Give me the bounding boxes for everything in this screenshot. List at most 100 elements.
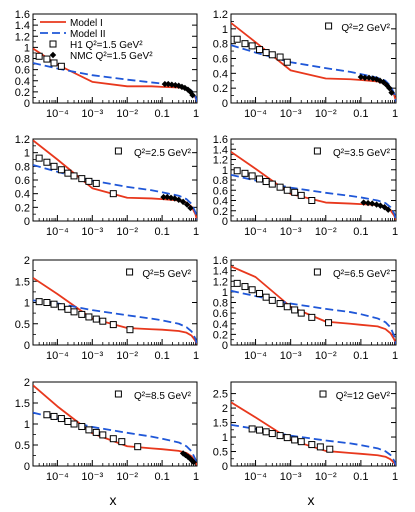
chart-panel-5: 0 0.5 1 1.5 2 10⁻⁴ 10⁻³ 10⁻² 0.1 1 Q²=5 GeV² <box>15 255 199 362</box>
h1-data-point <box>276 432 284 440</box>
y-tick-label: 0.2 <box>213 206 228 218</box>
h1-data-point <box>326 445 334 453</box>
h1-data-point <box>70 420 78 428</box>
y-tick-label: 0 <box>24 461 30 473</box>
h1-data-point <box>78 175 86 183</box>
h1-data-point <box>291 436 299 444</box>
x-tick-label: 0.1 <box>154 350 169 362</box>
y-tick-label: 0.8 <box>15 161 30 173</box>
y-tick-label: 0 <box>222 216 228 228</box>
y-tick-label: 1 <box>24 148 30 160</box>
x-axis-label-left: x <box>110 492 117 508</box>
y-tick-label: 1.4 <box>213 266 228 278</box>
h1-data-point <box>70 172 78 180</box>
h1-data-point <box>297 438 305 446</box>
nmc-data-point <box>190 459 197 466</box>
y-tick-label: 2 <box>24 377 30 389</box>
x-tick-label: 10⁻³ <box>280 350 302 362</box>
h1-data-point <box>134 443 142 451</box>
h1-data-point <box>50 300 58 308</box>
x-tick-label: 10⁻⁴ <box>46 350 69 362</box>
y-tick-label: 0 <box>222 461 228 473</box>
x-tick-label: 10⁻² <box>116 226 138 238</box>
annotation-square-marker <box>114 390 122 398</box>
y-tick-label: 0.4 <box>15 76 30 88</box>
x-tick-label: 10⁻³ <box>280 226 302 238</box>
y-tick-label: 0 <box>24 216 30 228</box>
h1-data-point <box>99 317 107 325</box>
y-tick-label: 0.8 <box>213 175 228 187</box>
x-tick-label: 10⁻⁴ <box>46 226 69 238</box>
h1-data-point <box>92 428 100 436</box>
annotation-square-marker <box>126 268 134 276</box>
x-tick-label: 10⁻² <box>116 471 138 483</box>
y-tick-label: 0.8 <box>213 39 228 51</box>
nmc-data-point <box>364 199 372 207</box>
h1-data-point <box>283 186 291 194</box>
y-tick-label: 0.6 <box>213 54 228 66</box>
chart-panel-4: 00.20.40.60.811.21.41.610⁻⁴ 10⁻³ 10⁻² 0.1 1Q… <box>213 134 398 238</box>
h1-data-point <box>291 306 299 314</box>
h1-data-point <box>276 183 284 191</box>
chart-panel-7: 0 0.5 1 1.5 2 10⁻⁴ 10⁻³ 10⁻² 0.1 1 Q²=8.5 GeV² <box>15 377 199 483</box>
q2-annotation: Q²=6.5 GeV² <box>333 269 391 280</box>
y-tick-label: 1.2 <box>15 134 30 146</box>
y-tick-label: 1.2 <box>15 31 30 43</box>
x-tick-label: 0.1 <box>154 471 169 483</box>
h1-data-point <box>241 283 249 291</box>
y-tick-label: 1.2 <box>213 9 228 21</box>
annotation-square-marker <box>313 147 321 155</box>
x-tick-label: 1 <box>392 108 398 120</box>
x-tick-label: 10⁻⁴ <box>244 108 267 120</box>
y-tick-label: 0.5 <box>15 440 30 452</box>
x-tick-label: 10⁻³ <box>280 471 302 483</box>
h1-data-point <box>268 51 276 59</box>
h1-data-point <box>70 308 78 316</box>
y-tick-label: 0 <box>24 340 30 352</box>
y-tick-label: 2 <box>24 255 30 267</box>
h1-data-point <box>308 197 316 204</box>
annotation-square-marker <box>313 268 321 276</box>
nmc-data-point <box>160 193 167 201</box>
x-tick-label: 10⁻⁴ <box>244 350 267 362</box>
annotation-square-marker <box>325 22 333 30</box>
y-tick-label: 1.4 <box>213 144 228 156</box>
nmc-data-point <box>175 196 182 204</box>
h1-data-point <box>64 417 72 425</box>
nmc-data-point <box>369 200 376 207</box>
h1-data-point <box>268 296 276 304</box>
legend-label: Model I <box>70 18 103 29</box>
y-tick-label: 0.8 <box>15 54 30 66</box>
y-tick-label: 1.5 <box>15 398 30 410</box>
y-tick-label: 1 <box>24 42 30 54</box>
h1-data-point <box>268 180 276 188</box>
model-2-line <box>231 44 396 102</box>
y-tick-label: 0.4 <box>213 196 228 208</box>
nmc-data-point <box>187 204 194 212</box>
nmc-data-point <box>357 73 365 81</box>
y-tick-label: 0.6 <box>15 175 30 187</box>
h1-data-point <box>43 55 51 63</box>
h1-data-point <box>241 40 249 48</box>
y-tick-label: 1.5 <box>15 276 30 288</box>
h1-data-point <box>35 52 43 60</box>
x-tick-label: 1 <box>193 108 199 120</box>
nmc-data-point <box>161 80 169 88</box>
q2-annotation: Q²=3.5 GeV² <box>333 148 391 159</box>
y-tick-label: 1 <box>222 165 228 177</box>
x-tick-label: 1 <box>193 226 199 238</box>
y-tick-label: 0.8 <box>213 298 228 310</box>
h1-data-point <box>109 435 117 443</box>
y-tick-label: 0.2 <box>213 83 228 95</box>
h1-data-point <box>256 289 264 297</box>
y-tick-label: 0.4 <box>15 189 30 201</box>
y-tick-label: 1.6 <box>213 134 228 146</box>
y-tick-label: 0.6 <box>213 185 228 197</box>
h1-data-point <box>64 305 72 313</box>
h1-data-point <box>64 169 72 177</box>
x-tick-label: 10⁻² <box>315 471 337 483</box>
x-tick-label: 10⁻³ <box>280 108 302 120</box>
x-tick-label: 1 <box>392 471 398 483</box>
x-tick-label: 0.1 <box>353 350 368 362</box>
y-tick-label: 1 <box>222 287 228 299</box>
